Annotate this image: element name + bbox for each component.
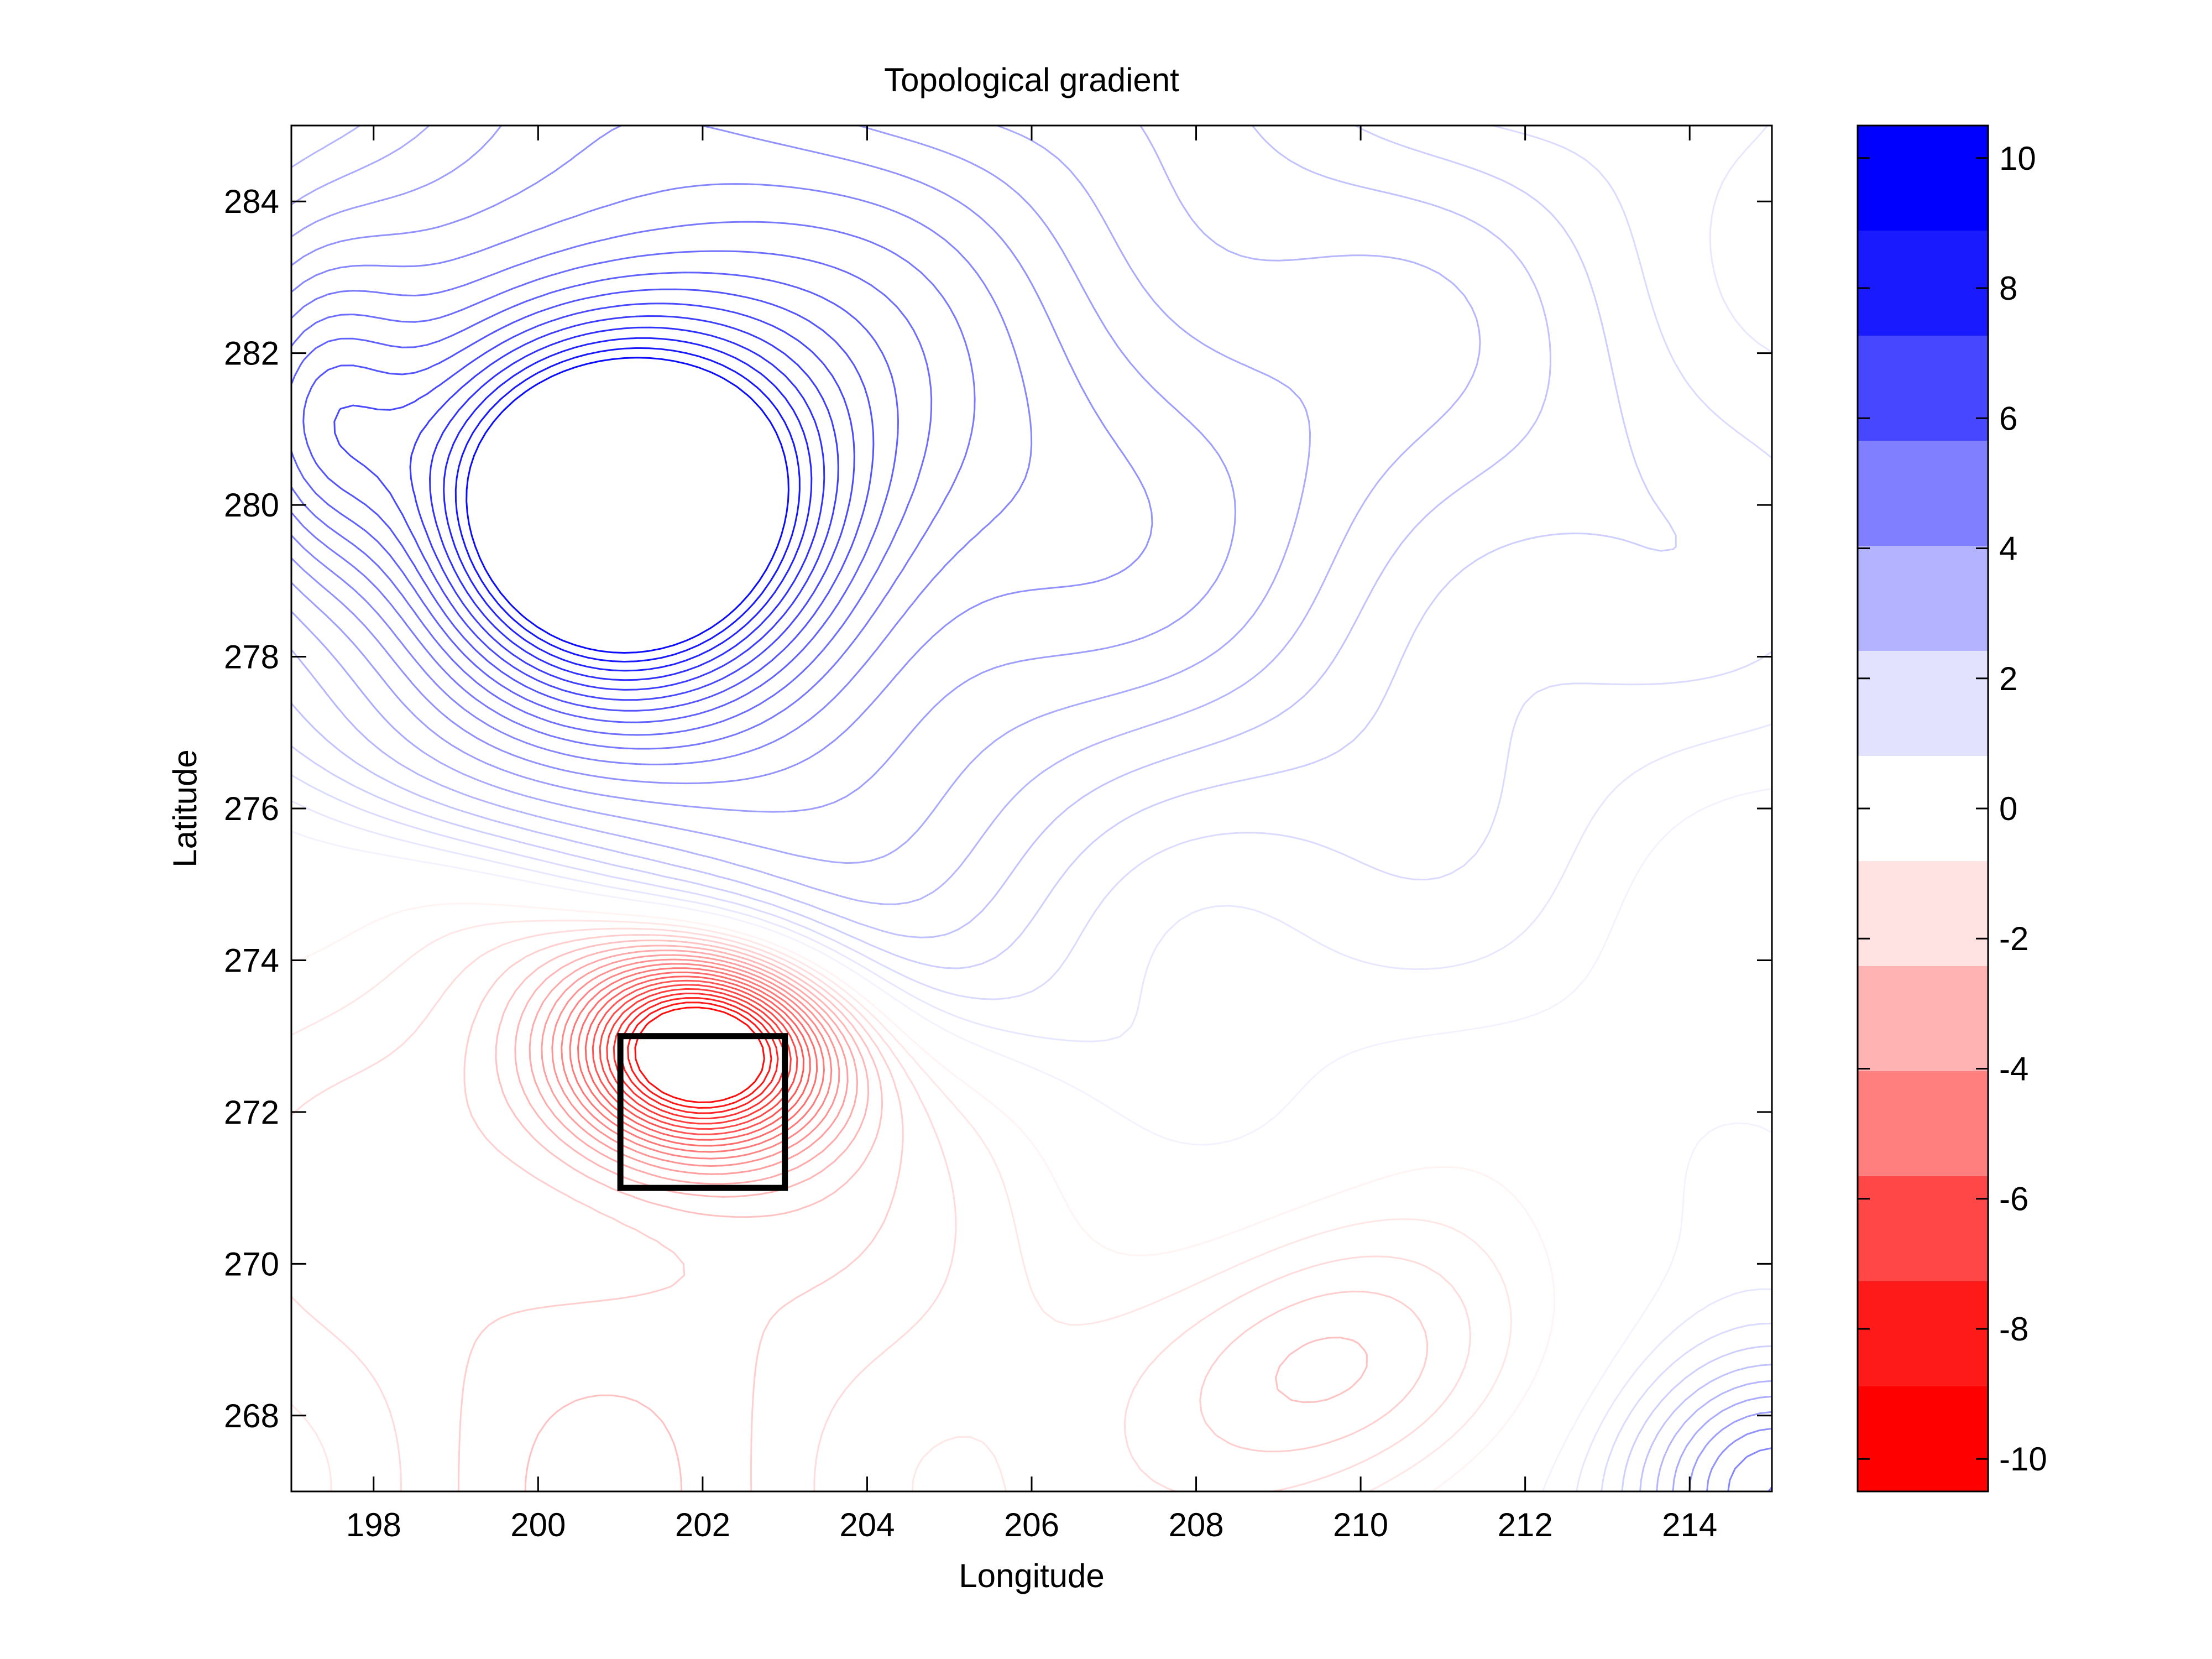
x-tick-label: 210	[1333, 1506, 1388, 1543]
contour-line	[291, 920, 1512, 1491]
contour-line	[541, 954, 849, 1175]
colorbar-band	[1858, 651, 1988, 757]
plot-background	[291, 126, 1772, 1491]
contour-line	[495, 940, 1368, 1491]
contour-line	[302, 288, 875, 712]
contour-line	[584, 975, 811, 1141]
contour-line	[466, 357, 789, 654]
x-tick-label: 200	[510, 1506, 566, 1543]
colorbar-tick-label: 8	[1999, 270, 2017, 307]
colorbar-band	[1858, 231, 1988, 336]
colorbar-tick-label: 6	[1999, 400, 2017, 437]
contour-line	[457, 934, 1429, 1491]
plot-area: 198 200 202 204 206 208 210 212 214 268 270 272 274…	[224, 124, 1773, 1543]
y-tick-label: 270	[224, 1245, 279, 1282]
contour-line	[529, 950, 859, 1185]
contour-line	[291, 221, 1772, 1491]
x-axis: 198 200 202 204 206 208 210 212 214	[346, 126, 1717, 1543]
contour-line	[291, 126, 1772, 1491]
contour-line	[291, 927, 1471, 1491]
contour-line	[333, 302, 855, 701]
colorbar-tick-label: 4	[1999, 530, 2017, 567]
chart-title: Topological gradient	[884, 61, 1179, 98]
x-tick-label: 214	[1662, 1506, 1717, 1543]
colorbar-band	[1858, 126, 1988, 231]
colorbar-band	[1858, 1071, 1988, 1177]
contour-line	[291, 272, 899, 723]
colorbar-tick-label: 10	[1999, 140, 2036, 177]
contour-line	[291, 250, 933, 736]
contour-line	[291, 126, 1772, 1491]
colorbar-tick-label: -6	[1999, 1181, 2028, 1218]
contour-line	[291, 183, 1772, 1491]
contour-line	[291, 787, 1772, 1491]
x-tick-label: 204	[839, 1506, 895, 1543]
x-tick-label: 212	[1498, 1506, 1553, 1543]
y-tick-label: 278	[224, 639, 279, 676]
y-axis: 268 270 272 274 276 278 280 282 284	[224, 183, 1772, 1434]
contour-lines	[291, 126, 1772, 1491]
x-tick-label: 202	[675, 1506, 730, 1543]
y-tick-label: 280	[224, 487, 279, 524]
contour-line	[514, 945, 870, 1198]
colorbar-tick-label: -4	[1999, 1050, 2028, 1087]
contour-line	[454, 347, 801, 662]
contour-line	[627, 1001, 772, 1109]
contour-line	[291, 126, 1772, 1491]
contour-line	[291, 126, 1772, 1491]
highlight-box	[617, 1033, 788, 1191]
y-axis-label: Latitude	[166, 749, 203, 868]
colorbar-tick-label: 2	[1999, 660, 2017, 697]
contour-line	[599, 984, 798, 1130]
contour-line	[291, 126, 1772, 1491]
colorbar-band	[1858, 1281, 1988, 1387]
colorbar-band	[1858, 441, 1988, 546]
colorbar-tick-label: 0	[1999, 790, 2017, 827]
y-tick-label: 284	[224, 183, 279, 220]
colorbar-tick-label: -8	[1999, 1311, 2028, 1348]
y-tick-label: 272	[224, 1094, 279, 1131]
colorbar-band	[1858, 861, 1988, 967]
y-tick-label: 276	[224, 790, 279, 827]
contour-line	[569, 967, 825, 1153]
colorbar-band	[1858, 1386, 1988, 1492]
contour-line	[409, 315, 839, 691]
x-axis-label: Longitude	[959, 1557, 1105, 1594]
y-tick-label: 282	[224, 335, 279, 372]
colorbar-band	[1858, 756, 1988, 862]
x-tick-label: 206	[1004, 1506, 1059, 1543]
x-tick-label: 198	[346, 1506, 401, 1543]
contour-line	[291, 902, 1556, 1491]
colorbar-band	[1858, 546, 1988, 651]
colorbar-band	[1858, 1176, 1988, 1282]
colorbar-band	[1858, 336, 1988, 441]
colorbar: 10 8 6 4 2 0 -2 -4 -6 -8 -10	[1857, 124, 2047, 1493]
y-tick-label: 268	[224, 1397, 279, 1434]
contour-line	[291, 126, 1772, 1491]
contour-line	[613, 992, 786, 1119]
contour-line	[429, 326, 825, 681]
colorbar-tick-label: -10	[1999, 1441, 2047, 1478]
contour-line	[443, 337, 813, 672]
colorbar-tick-label: -2	[1999, 920, 2028, 957]
colorbar-band	[1858, 966, 1988, 1072]
contour-line	[592, 979, 804, 1135]
y-tick-label: 274	[224, 942, 279, 979]
contour-line	[291, 126, 1772, 1491]
x-tick-label: 208	[1169, 1506, 1224, 1543]
